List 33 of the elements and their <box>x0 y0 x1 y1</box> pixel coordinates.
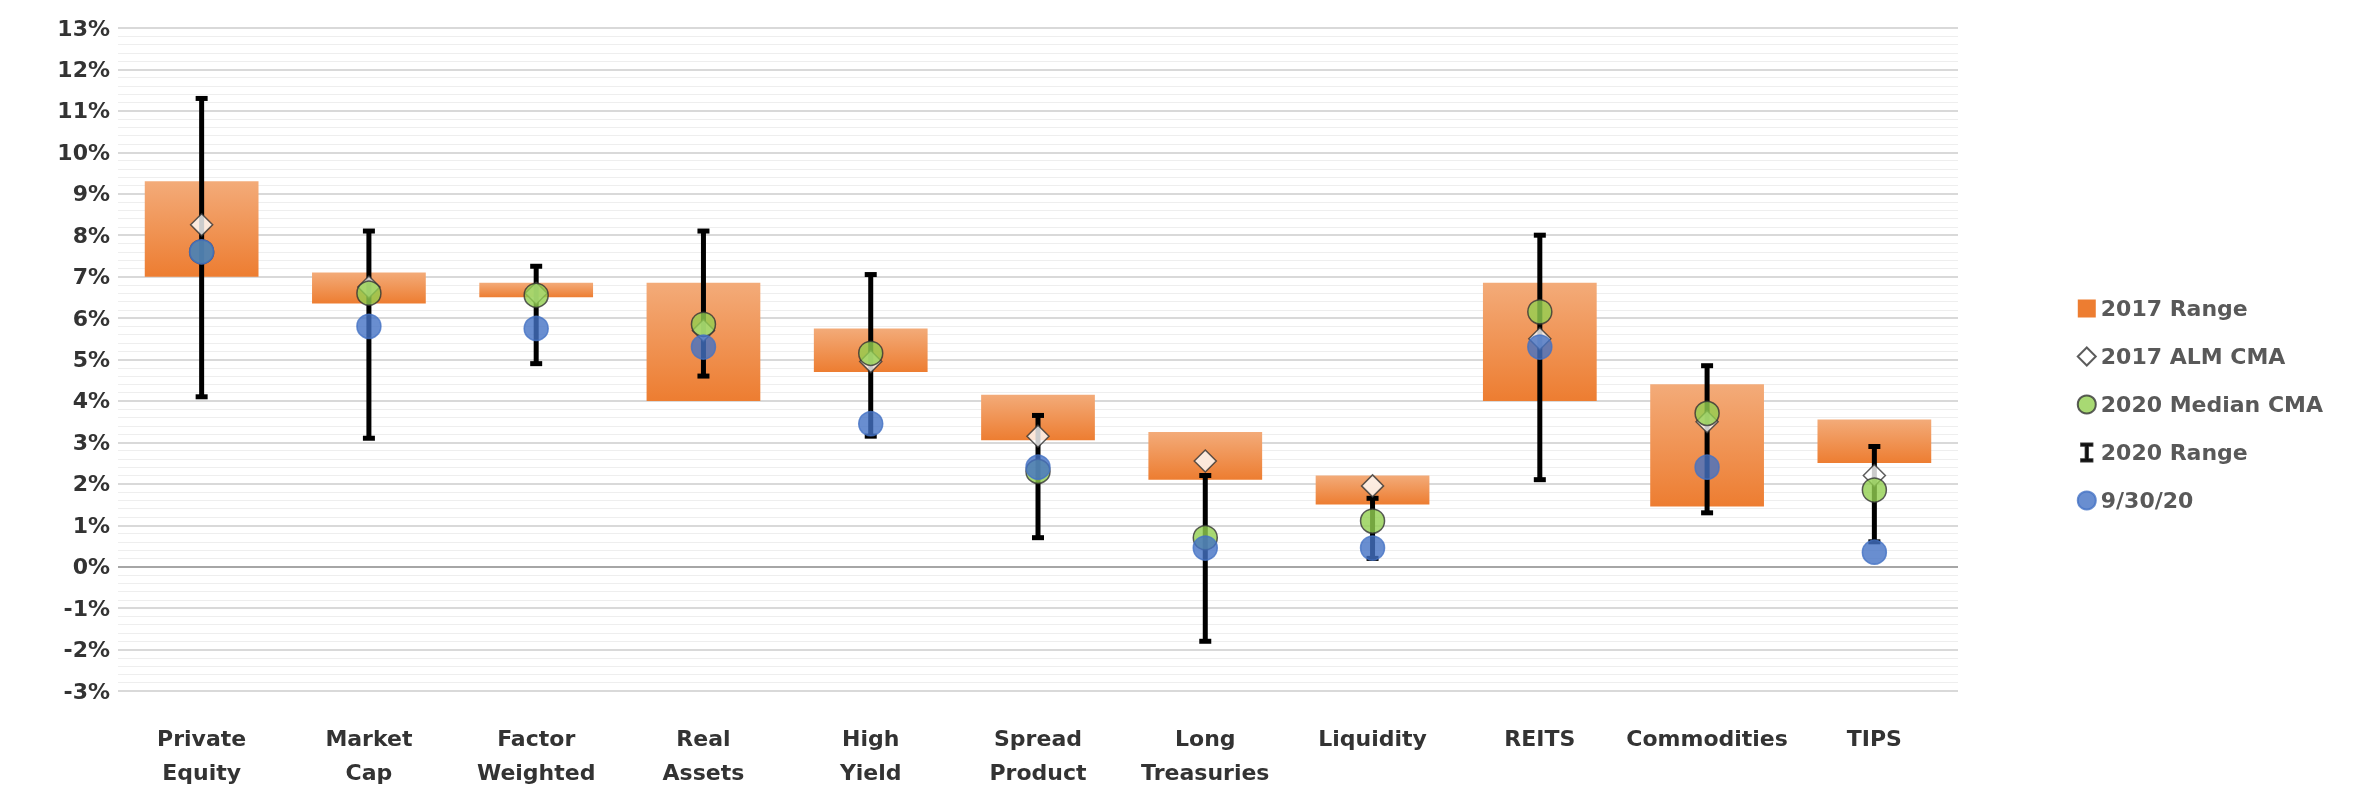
y-tick-label: -2% <box>63 637 110 663</box>
x-tick-label: Liquidity <box>1318 725 1427 751</box>
y-tick-label: 7% <box>72 264 110 290</box>
y-tick-label: -1% <box>63 595 110 621</box>
y-tick-label: 3% <box>72 429 110 455</box>
x-tick-label: Commodities <box>1626 725 1788 751</box>
y-tick-label: 6% <box>72 305 110 331</box>
y-tick-label: 10% <box>57 139 110 165</box>
x-tick-label: TIPS <box>1846 725 1902 751</box>
legend-label: 2020 Range <box>2100 440 2248 465</box>
legend-label: 2017 Range <box>2100 296 2248 321</box>
legend-label: 9/30/20 <box>2100 488 2194 513</box>
y-tick-label: 1% <box>72 512 110 538</box>
x-tick-label: Long Treasuries <box>1141 725 1270 785</box>
y-tick-label: 13% <box>57 15 110 41</box>
y-tick-label: 11% <box>57 98 110 124</box>
legend-label: 2020 Median CMA <box>2100 392 2324 417</box>
x-tick-label: Spread Product <box>989 725 1088 785</box>
x-tick-label: REITS <box>1504 725 1576 751</box>
legend-label: 2017 ALM CMA <box>2100 344 2286 369</box>
y-tick-label: 4% <box>72 388 110 414</box>
x-tick-label: Market Cap <box>325 725 413 785</box>
y-tick-label: 8% <box>72 222 110 248</box>
x-tick-label: High Yield <box>838 725 902 785</box>
y-tick-label: 5% <box>72 347 110 372</box>
y-tick-label: 9% <box>72 181 110 207</box>
x-tick-label: Factor Weighted <box>476 725 596 785</box>
y-tick-label: 2% <box>72 471 110 497</box>
x-tick-label: Private Equity <box>157 725 247 785</box>
y-tick-label: 12% <box>57 56 110 82</box>
y-tick-label: -3% <box>63 678 110 704</box>
y-tick-label: 0% <box>72 554 110 580</box>
x-tick-label: Real Assets <box>662 725 745 785</box>
